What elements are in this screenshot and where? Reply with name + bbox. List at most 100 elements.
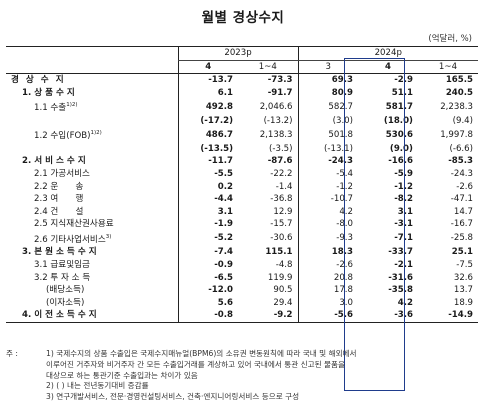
row-label: 경 상 수 지 [6,74,178,87]
header-col: 4 [177,60,239,75]
value-cell: 25.1 [451,247,473,258]
value-cell: -4.4 [177,193,239,206]
value-cell: 119.9 [267,272,293,283]
row-label-text: (배당소득) [46,285,85,296]
table-row: (이자소득) 5.6 29.4 3.0 4.2 18.9 [6,296,478,310]
value-cell: -7.1 [394,233,413,244]
value-cell: -7.5 [456,260,473,271]
value-cell: -2.6 [297,259,358,272]
table-row: 경 상 수 지 -13.7 -73.3 69.3 -2.9 165.5 [6,73,478,87]
value-cell: -24.3 [297,155,358,169]
value-cell: -11.7 [177,155,239,169]
row-label: 2.4 건 설 [6,206,178,219]
value-cell: 240.5 [445,87,473,98]
header-col: 1~4 [238,60,299,75]
row-label: 4. 이 전 소 득 수 지 [6,309,179,324]
row-label: 3.2 투 자 소 득 [6,272,178,285]
value-cell: 13.7 [453,285,473,296]
row-label-text: 경 상 수 지 [11,75,66,86]
row-label: 2.5 지식재산권사용료 [6,218,178,231]
row-label: (이자소득) [6,297,178,310]
header-year-2023: 2023p [177,46,299,61]
row-label: 3.1 급료및임금 [6,259,178,272]
header-blank [6,46,179,61]
value-cell: 18.3 [297,246,358,260]
value-cell: -2.6 [456,181,473,192]
footnote-ref: 1)2) [90,130,102,137]
value-cell: -14.9 [417,309,478,324]
row-label-text: (이자소득) [46,297,85,308]
table-row: 2. 서 비 스 수 지 -11.7 -87.6 -24.3 -16.6 -85.3 [6,155,478,169]
header-col: 1~4 [417,60,478,75]
value-cell: 18.9 [453,297,473,308]
value-cell: 51.1 [391,87,413,98]
value-cell: -73.3 [267,75,293,86]
value-cell: -16.6 [388,156,413,167]
footnotes: 주 :1) 국제수지의 상품 수출입은 국제수지매뉴얼(BPM6)의 소유권 변… [6,349,480,403]
value-cell: 4.2 [397,297,413,308]
value-cell: -9.3 [297,231,358,247]
row-label-text: 1.1 수출 [34,103,67,114]
table-row: 2.2 운 송 0.2 -1.4 -1.2 -1.2 -2.6 [6,180,478,194]
table-row: 3. 본 원 소 득 수 지 -7.4 115.1 18.3 -33.7 25.1 [6,246,478,260]
value-cell: -1.2 [394,181,413,192]
value-cell: (9.4) [452,115,473,126]
footnote-ref: 3) [105,234,112,241]
value-cell: 20.8 [297,271,358,285]
value-cell: -8.2 [394,194,413,205]
header-row-months: 4 1~4 3 4 1~4 [6,60,478,75]
unit-label: (억달러, %) [428,34,472,44]
value-cell: (9.0) [389,143,413,154]
table-row: (-13.5) (-3.5) (-13.1) (9.0) (-6.6) [6,142,478,156]
footnote-1-cont: 대상으로 하는 통관기준 수출입과는 차이가 있음 [46,370,198,380]
value-cell: -9.2 [238,309,299,324]
value-cell: 29.4 [273,297,293,308]
value-cell: -91.7 [267,87,293,98]
row-label-text: 3. 본 원 소 득 수 지 [22,247,97,258]
value-cell: -10.7 [297,193,358,206]
value-cell: -7.4 [177,246,239,260]
value-cell: -25.8 [450,233,473,244]
value-cell: 12.9 [273,206,293,217]
value-cell: 32.6 [453,272,473,283]
value-cell: -12.0 [177,284,239,297]
value-cell: -22.2 [270,169,293,180]
value-cell: 2,238.3 [440,101,473,112]
value-cell: -2.9 [394,75,413,86]
value-cell: -0.9 [177,259,239,272]
value-cell: (18.0) [383,115,413,126]
table-row: 1.1 수출1)2) 492.8 2,046.6 582.7 581.7 2,238.3 [6,99,478,115]
header-col: 4 [358,60,418,75]
value-cell: 90.5 [273,285,293,296]
value-cell: -33.7 [388,247,413,258]
value-cell: 492.8 [177,99,239,115]
value-cell: -1.4 [275,181,293,192]
footnote-ref: 1)2) [66,102,78,109]
value-cell: -16.7 [450,219,473,230]
footnote-prefix: 주 : [6,349,18,358]
value-cell: -5.5 [177,168,239,181]
row-label-text: 2. 서 비 스 수 지 [22,156,86,167]
value-cell: -5.9 [394,169,413,180]
value-cell: -47.1 [450,194,473,205]
value-cell: -1.9 [177,218,239,232]
footnote-1-cont: 이루어진 거주자와 비거주자 간 모든 수출입거래를 계상하고 있어 국내에서 … [46,359,346,369]
value-cell: (-6.6) [449,143,473,154]
value-cell: 0.2 [177,180,239,194]
value-cell: (-13.1) [297,142,358,156]
header-col: 3 [297,60,358,75]
value-cell: (3.0) [297,114,358,128]
row-label-text: 2.2 운 송 [34,181,84,192]
row-label: 1.2 수입(FOB)1)2) [6,127,178,142]
row-label-text: 3.2 투 자 소 득 [34,272,91,283]
table-row: 2.1 가공서비스 -5.5 -22.2 -5.4 -5.9 -24.3 [6,168,478,181]
value-cell: -15.7 [270,219,293,230]
value-cell: (-13.5) [177,142,239,156]
footnote-1: 주 :1) 국제수지의 상품 수출입은 국제수지매뉴얼(BPM6)의 소유권 변… [6,349,357,358]
table-row: 2.5 지식재산권사용료 -1.9 -15.7 -8.0 -3.1 -16.7 [6,218,478,232]
table-row: 3.1 급료및임금 -0.9 -4.8 -2.6 -2.1 -7.5 [6,259,478,272]
value-cell: 501.8 [297,127,358,143]
value-cell: -0.8 [177,309,239,324]
row-label: 1.1 수출1)2) [6,99,178,114]
value-cell: -35.8 [388,285,413,296]
